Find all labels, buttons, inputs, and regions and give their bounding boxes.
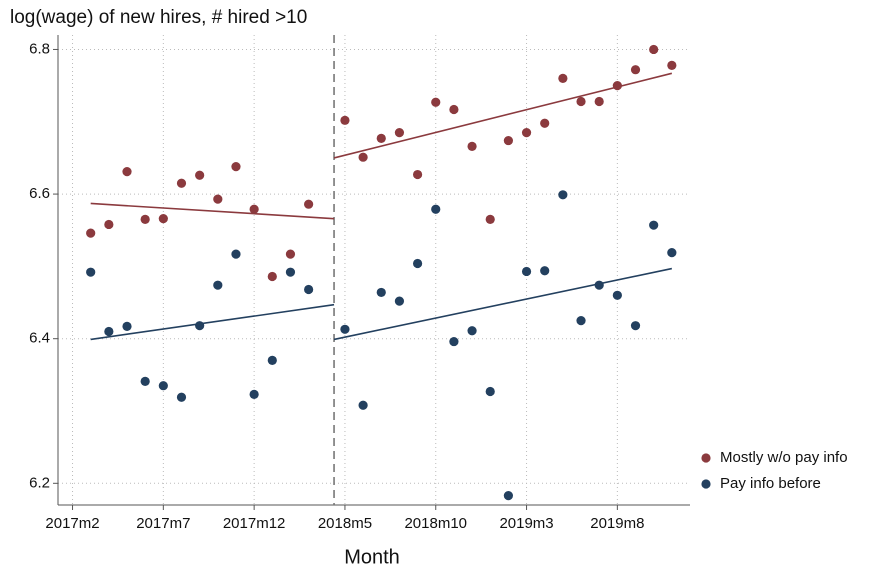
point (249, 204, 259, 214)
point (467, 141, 477, 151)
point (176, 392, 187, 402)
x-tick-label: 2017m12 (223, 515, 286, 532)
legend-marker (701, 479, 711, 489)
point (267, 355, 277, 365)
point (576, 96, 586, 107)
x-tick-label: 2019m8 (590, 515, 644, 532)
point (412, 169, 423, 180)
y-tick-label: 6.6 (29, 185, 50, 202)
point (358, 400, 368, 410)
point (503, 135, 513, 146)
point (340, 115, 350, 125)
point (394, 296, 405, 306)
point (104, 326, 114, 337)
point (195, 321, 205, 331)
point (140, 376, 150, 386)
point (394, 128, 405, 138)
point (304, 284, 314, 295)
point (231, 162, 241, 172)
y-tick-label: 6.8 (29, 40, 50, 57)
legend-label: Pay info before (720, 475, 821, 492)
x-tick-label: 2018m5 (318, 515, 372, 532)
point (576, 316, 586, 326)
point (540, 118, 550, 128)
point (158, 381, 168, 391)
point (612, 290, 622, 300)
x-axis-title: Month (344, 546, 400, 568)
point (86, 267, 96, 277)
fit-line (90, 303, 335, 341)
point (467, 326, 477, 336)
point (594, 280, 604, 290)
y-tick-label: 6.4 (29, 330, 50, 347)
point (431, 97, 441, 107)
point (630, 321, 641, 331)
legend-label: Mostly w/o pay info (720, 449, 848, 466)
point (412, 258, 423, 269)
y-tick-label: 6.2 (29, 474, 50, 491)
point (285, 249, 296, 259)
point (195, 170, 205, 180)
point (449, 104, 459, 115)
point (176, 178, 187, 188)
x-tick-label: 2019m3 (499, 515, 553, 532)
fit-line (333, 267, 673, 341)
point (431, 204, 441, 214)
point (649, 220, 659, 230)
point (158, 214, 168, 224)
point (485, 386, 495, 397)
point (86, 228, 96, 238)
point (649, 44, 659, 55)
point (612, 81, 622, 91)
x-tick-label: 2017m7 (136, 515, 190, 532)
point (503, 491, 513, 501)
x-tick-label: 2018m10 (404, 515, 467, 532)
point (558, 73, 568, 83)
point (594, 96, 604, 107)
point (267, 271, 277, 282)
point (630, 65, 641, 75)
point (340, 324, 350, 334)
legend-marker (701, 453, 711, 463)
point (521, 128, 532, 138)
point (231, 249, 241, 259)
point (558, 190, 568, 200)
point (122, 167, 132, 177)
point (540, 266, 550, 276)
point (304, 199, 314, 209)
point (285, 267, 296, 277)
point (376, 133, 386, 143)
point (249, 389, 259, 399)
x-tick-label: 2017m2 (45, 515, 99, 532)
point (140, 214, 150, 224)
point (521, 266, 532, 277)
chart-title: log(wage) of new hires, # hired >10 (10, 7, 307, 28)
point (667, 60, 677, 70)
point (485, 214, 495, 224)
point (358, 152, 368, 162)
point (213, 280, 223, 290)
point (667, 248, 677, 258)
point (104, 219, 114, 230)
point (122, 321, 132, 331)
fit-line (90, 202, 335, 220)
point (449, 336, 459, 347)
point (376, 287, 386, 298)
point (213, 194, 223, 204)
